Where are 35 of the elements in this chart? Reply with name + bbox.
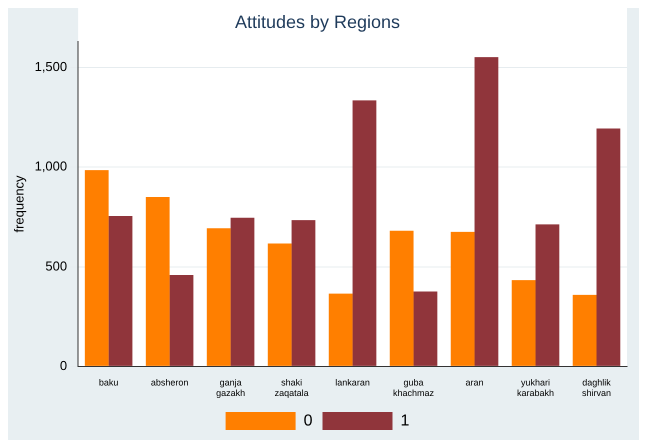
bar [108, 216, 132, 366]
chart-title: Attitudes by Regions [234, 12, 400, 32]
bar [230, 218, 254, 366]
bar [572, 294, 597, 366]
bar [206, 228, 231, 366]
bar [146, 197, 170, 366]
x-tick-label: shaki zaqatala [274, 377, 309, 398]
legend-label: 1 [400, 412, 410, 430]
y-tick-label: 500 [45, 258, 68, 274]
y-tick-label: 1,500 [34, 59, 68, 74]
bar [328, 294, 353, 366]
bar [84, 170, 109, 366]
legend-label: 0 [304, 412, 313, 430]
bar [170, 274, 194, 366]
y-tick-label: 0 [60, 358, 68, 373]
x-tick-label: ganja gazakh [216, 377, 246, 398]
bar [536, 224, 560, 366]
y-tick-label: 1,000 [34, 158, 68, 174]
x-tick-label: lankaran [335, 377, 370, 388]
bar [390, 230, 414, 366]
x-tick-label: aran [466, 377, 484, 388]
bar [596, 128, 620, 366]
bar [512, 280, 536, 366]
x-tick-label: guba khachmaz [393, 377, 435, 398]
x-tick-label: absheron [150, 377, 188, 388]
bar [292, 220, 316, 366]
bar [414, 291, 438, 366]
bar [450, 232, 475, 366]
bar [268, 243, 292, 366]
bar [474, 57, 498, 366]
y-axis-title: frequency [11, 174, 26, 233]
bar [352, 100, 376, 366]
x-tick-label: yukhari karabakh [517, 377, 554, 398]
x-tick-label: baku [98, 377, 118, 388]
x-tick-label: daghlik shirvan [582, 377, 612, 398]
